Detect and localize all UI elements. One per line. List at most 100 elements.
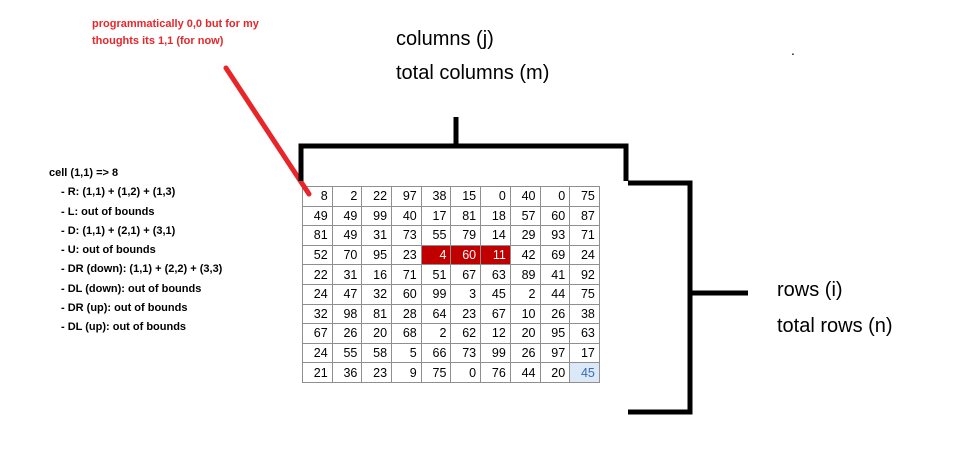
grid-cell: 23 [450, 303, 482, 325]
grid-cell: 15 [450, 186, 482, 207]
step-item: - DR (down): (1,1) + (2,2) + (3,3) [61, 263, 223, 276]
grid-cell: 23 [391, 244, 422, 266]
grid-row: 32 98 81 28 64 23 67 10 26 38 [302, 303, 600, 325]
grid-cell: 99 [480, 342, 511, 364]
step-item: - L: out of bounds [61, 205, 155, 218]
grid-cell: 49 [331, 225, 363, 246]
step-item: - U: out of bounds [61, 244, 156, 257]
stray-dot: . [791, 42, 795, 58]
grid-row: 21 36 23 9 75 0 76 44 20 45 [302, 362, 600, 383]
rows-label-line-1: rows (i) [777, 279, 843, 301]
grid-cell: 17 [569, 342, 600, 364]
grid-cell: 60 [391, 283, 422, 305]
grid-cell: 26 [331, 323, 363, 344]
step-item: - DL (down): out of bounds [61, 282, 202, 295]
grid-row: 24 47 32 60 99 3 45 2 44 75 [302, 283, 600, 305]
grid-cell: 67 [480, 303, 511, 325]
grid-cell: 92 [569, 264, 600, 285]
grid-cell: 99 [420, 283, 452, 305]
grid-cell: 36 [331, 362, 363, 383]
grid-cell: 57 [509, 205, 541, 227]
rows-label-line-2: total rows (n) [777, 315, 893, 337]
grid-cell: 16 [361, 264, 393, 285]
grid-cell: 14 [480, 225, 511, 246]
grid-cell: 41 [539, 264, 571, 285]
grid-cell: 45 [480, 283, 511, 305]
grid-cell: 44 [539, 283, 571, 305]
grid-cell: 29 [509, 225, 541, 246]
grid-cell: 81 [302, 225, 333, 246]
grid-cell: 75 [569, 283, 600, 305]
grid-cell: 71 [569, 225, 600, 246]
grid-cell: 93 [539, 225, 571, 246]
grid-cell: 70 [331, 244, 363, 266]
grid-row: 24 55 58 5 66 73 99 26 97 17 [302, 342, 600, 364]
grid-cell: 68 [391, 323, 422, 344]
grid-cell: 24 [569, 244, 600, 266]
grid-cell: 81 [450, 205, 482, 227]
grid-row: 81 49 31 73 55 79 14 29 93 71 [302, 225, 600, 246]
grid-cell: 97 [391, 186, 422, 207]
grid-cell: 2 [331, 186, 363, 207]
grid-cell: 47 [331, 283, 363, 305]
grid-cell: 73 [450, 342, 482, 364]
grid-cell: 63 [569, 323, 600, 344]
grid-cell: 60 [450, 244, 482, 266]
grid-cell: 95 [361, 244, 393, 266]
annotation-note-line-1: programmatically 0,0 but for my [92, 18, 259, 30]
grid-cell: 62 [450, 323, 482, 344]
grid-cell: 79 [450, 225, 482, 246]
step-item: - R: (1,1) + (1,2) + (1,3) [61, 186, 176, 199]
step-item: - DL (up): out of bounds [61, 321, 187, 334]
grid-cell: 76 [480, 362, 511, 383]
step-item: - D: (1,1) + (2,1) + (3,1) [61, 224, 176, 237]
grid-cell: 26 [509, 342, 541, 364]
grid-cell: 95 [539, 323, 571, 344]
grid-cell: 75 [569, 186, 600, 207]
grid-cell: 12 [480, 323, 511, 344]
annotation-note: programmatically 0,0 but for my thoughts… [92, 16, 332, 50]
direction-steps-list: cell (1,1) => 8 - R: (1,1) + (1,2) + (1,… [49, 164, 222, 338]
step-item: - DR (up): out of bounds [61, 302, 188, 315]
grid-cell: 49 [302, 205, 333, 227]
grid-row: 67 26 20 68 2 62 12 20 95 63 [302, 323, 600, 344]
columns-bracket [298, 117, 629, 181]
grid-cell: 32 [302, 303, 333, 325]
grid-row: 22 31 16 71 51 67 63 89 41 92 [302, 264, 600, 285]
grid-cell: 55 [331, 342, 363, 364]
grid-cell: 23 [361, 362, 393, 383]
grid-cell: 67 [450, 264, 482, 285]
grid-row: 52 70 95 23 4 60 11 42 69 24 [302, 244, 600, 266]
annotation-pointer-line [223, 65, 312, 197]
grid-cell: 66 [420, 342, 452, 364]
grid-cell: 17 [420, 205, 452, 227]
annotation-note-line-2: thoughts its 1,1 (for now) [92, 35, 224, 47]
columns-label-line-1: columns (j) [396, 28, 494, 50]
grid-cell: 60 [539, 205, 571, 227]
grid-cell: 87 [569, 205, 600, 227]
grid-cell: 24 [302, 342, 333, 364]
grid-cell: 0 [450, 362, 482, 383]
grid-cell: 42 [509, 244, 541, 266]
grid-cell: 97 [539, 342, 571, 364]
grid-row: 49 49 99 40 17 81 18 57 60 87 [302, 205, 600, 227]
rows-label: rows (i) total rows (n) [777, 272, 893, 344]
columns-label-line-2: total columns (m) [396, 62, 550, 84]
steps-title: cell (1,1) => 8 [49, 167, 119, 179]
grid-cell: 81 [361, 303, 393, 325]
number-grid: 8 2 22 97 38 15 0 40 0 75 49 49 99 40 17 81 18 57 60 87 81 49… [302, 186, 600, 383]
grid-cell: 26 [539, 303, 571, 325]
grid-cell: 44 [509, 362, 541, 383]
rows-bracket [628, 180, 748, 415]
grid-cell: 21 [302, 362, 333, 383]
grid-cell: 22 [302, 264, 333, 285]
columns-label: columns (j) total columns (m) [396, 22, 549, 90]
grid-cell: 20 [539, 362, 571, 383]
grid-cell: 52 [302, 244, 333, 266]
grid-cell: 32 [361, 283, 393, 305]
grid-cell: 64 [420, 303, 452, 325]
grid-cell: 4 [420, 244, 452, 266]
grid-cell: 11 [480, 244, 511, 266]
grid-cell: 45 [569, 362, 600, 383]
